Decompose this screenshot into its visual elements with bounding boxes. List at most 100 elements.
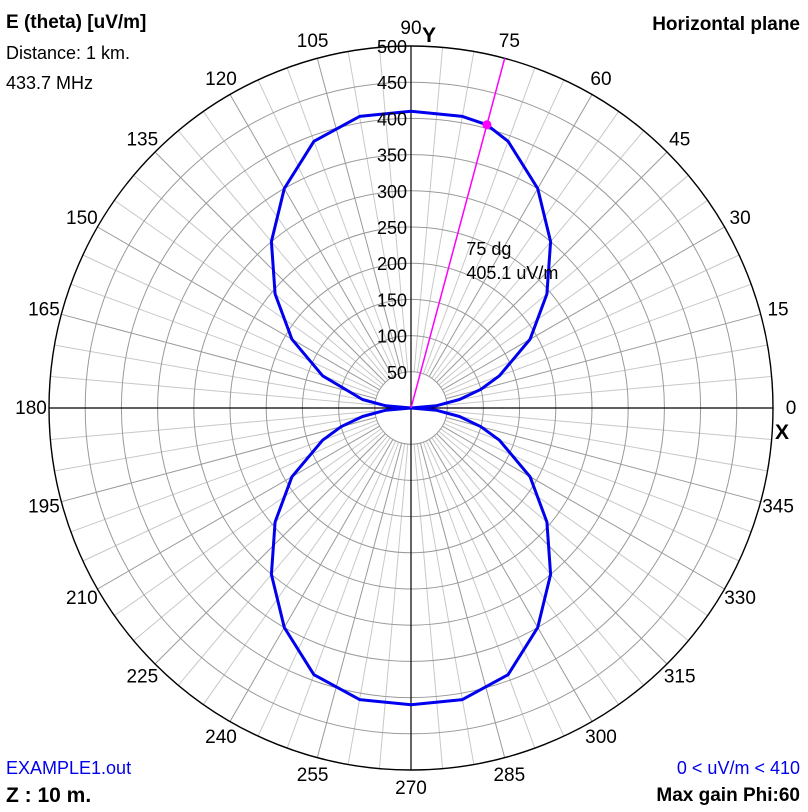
cursor-angle-label: 75 dg bbox=[466, 239, 511, 259]
minor-spoke bbox=[50, 410, 375, 441]
plane-label: Horizontal plane bbox=[652, 14, 800, 35]
minor-spoke bbox=[70, 283, 378, 397]
minor-spoke bbox=[54, 413, 376, 472]
angle-tick-label: 15 bbox=[767, 300, 788, 321]
angle-tick-label: 45 bbox=[669, 129, 690, 150]
y-axis-label: Y bbox=[422, 24, 436, 47]
major-spoke bbox=[428, 439, 593, 722]
minor-spoke bbox=[444, 419, 752, 533]
minor-spoke bbox=[433, 130, 645, 381]
angle-tick-label: 75 bbox=[499, 31, 520, 52]
minor-spoke bbox=[114, 199, 382, 388]
major-spoke bbox=[428, 94, 593, 377]
minor-spoke bbox=[286, 441, 400, 749]
minor-spoke bbox=[416, 51, 475, 373]
radial-tick-label: 100 bbox=[377, 327, 407, 347]
minor-spoke bbox=[431, 111, 620, 379]
minor-spoke bbox=[425, 79, 565, 376]
minor-spoke bbox=[177, 435, 389, 686]
minor-spoke bbox=[347, 51, 406, 373]
minor-spoke bbox=[413, 47, 444, 372]
minor-spoke bbox=[50, 375, 375, 406]
minor-spoke bbox=[286, 67, 400, 375]
major-spoke bbox=[316, 58, 403, 374]
angle-tick-label: 300 bbox=[585, 727, 617, 748]
major-spoke bbox=[97, 425, 380, 590]
measurement-cursor: 75 dg 405.1 uV/m bbox=[410, 58, 558, 409]
major-spoke bbox=[61, 416, 377, 503]
radial-tick-label: 50 bbox=[387, 363, 407, 383]
minor-spoke bbox=[133, 430, 384, 642]
major-spoke bbox=[229, 94, 394, 377]
angle-tick-label: 240 bbox=[205, 727, 237, 748]
minor-spoke bbox=[378, 47, 409, 372]
angle-tick-label: 150 bbox=[66, 208, 98, 229]
angle-tick-label: 90 bbox=[400, 18, 421, 39]
major-spoke bbox=[445, 313, 761, 400]
range-label: 0 < uV/m < 410 bbox=[676, 758, 800, 778]
angle-tick-label: 180 bbox=[15, 398, 47, 419]
angle-tick-label: 0 bbox=[786, 398, 797, 419]
max-gain-label: Max gain Phi:60 bbox=[656, 785, 800, 806]
minor-spoke bbox=[438, 430, 689, 642]
radial-tick-label: 350 bbox=[377, 146, 407, 166]
major-spoke bbox=[436, 151, 668, 383]
minor-spoke bbox=[444, 283, 752, 397]
major-spoke bbox=[445, 416, 761, 503]
cursor-line bbox=[410, 58, 506, 409]
angle-tick-label: 120 bbox=[205, 69, 237, 90]
minor-spoke bbox=[425, 440, 565, 737]
minor-spoke bbox=[447, 410, 772, 441]
minor-spoke bbox=[82, 422, 379, 562]
angle-tick-label: 135 bbox=[126, 129, 158, 150]
angle-tick-label: 225 bbox=[126, 667, 158, 688]
minor-spoke bbox=[54, 344, 376, 403]
minor-spoke bbox=[443, 254, 740, 394]
minor-grid bbox=[50, 47, 772, 769]
angle-tick-label: 210 bbox=[66, 588, 98, 609]
radial-tick-label: 400 bbox=[377, 109, 407, 129]
radial-tick-label: 200 bbox=[377, 254, 407, 274]
radial-tick-label: 150 bbox=[377, 290, 407, 310]
cursor-point bbox=[482, 120, 492, 130]
radial-tick-label: 450 bbox=[377, 73, 407, 93]
angle-tick-label: 60 bbox=[590, 69, 611, 90]
minor-spoke bbox=[114, 428, 382, 617]
minor-spoke bbox=[433, 435, 645, 686]
minor-spoke bbox=[446, 344, 768, 403]
angle-tick-label: 345 bbox=[762, 496, 794, 517]
minor-spoke bbox=[422, 67, 536, 375]
major-spoke bbox=[229, 439, 394, 722]
minor-spoke bbox=[202, 111, 391, 379]
x-axis-label: X bbox=[775, 421, 789, 444]
radial-tick-label: 500 bbox=[377, 37, 407, 57]
minor-spoke bbox=[413, 444, 444, 769]
angle-tick-label: 255 bbox=[297, 765, 329, 786]
minor-spoke bbox=[446, 413, 768, 472]
angle-tick-label: 315 bbox=[664, 667, 696, 688]
radial-tick-label: 300 bbox=[377, 182, 407, 202]
filename-label: EXAMPLE1.out bbox=[6, 758, 132, 778]
major-spoke bbox=[316, 442, 403, 758]
major-spoke bbox=[436, 433, 668, 665]
angle-tick-label: 30 bbox=[730, 208, 751, 229]
height-label: Z : 10 m. bbox=[6, 784, 92, 807]
minor-spoke bbox=[431, 437, 620, 705]
angle-tick-label: 270 bbox=[395, 778, 427, 799]
major-spoke bbox=[442, 226, 725, 391]
minor-spoke bbox=[440, 428, 708, 617]
angle-tick-label: 105 bbox=[297, 31, 329, 52]
minor-spoke bbox=[422, 441, 536, 749]
major-spoke bbox=[419, 442, 506, 758]
distance-label: Distance: 1 km. bbox=[6, 43, 131, 63]
minor-spoke bbox=[447, 375, 772, 406]
minor-spoke bbox=[202, 437, 391, 705]
major-spoke bbox=[154, 151, 386, 383]
minor-spoke bbox=[440, 199, 708, 388]
tick-labels: 0 15 30 45 60 75 90 105 120 135 150 165 180 195 210 225… bbox=[15, 18, 796, 799]
minor-spoke bbox=[257, 79, 397, 376]
minor-spoke bbox=[257, 440, 397, 737]
major-spoke bbox=[97, 226, 380, 391]
minor-spoke bbox=[82, 254, 379, 394]
minor-spoke bbox=[438, 174, 689, 386]
